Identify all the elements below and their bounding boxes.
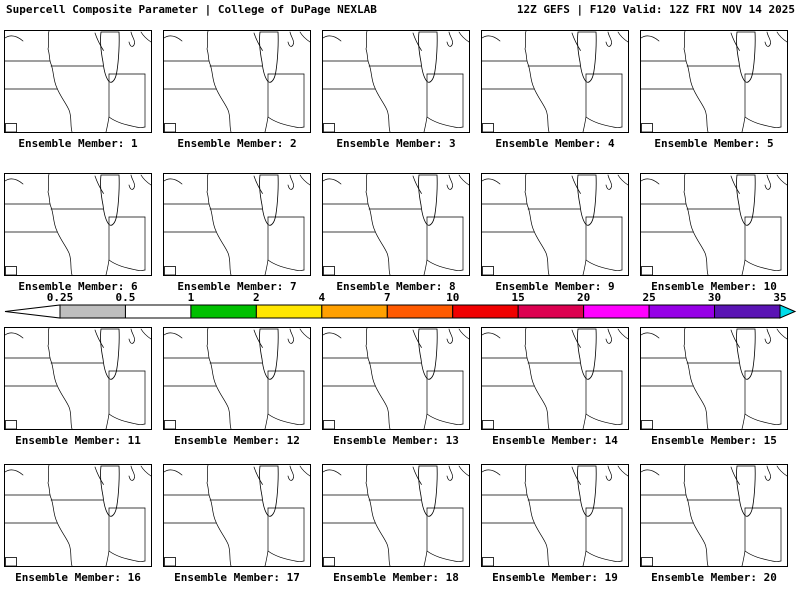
- ensemble-panel: Ensemble Member: 19: [481, 464, 629, 584]
- ensemble-panel: Ensemble Member: 13: [322, 327, 470, 447]
- ensemble-member-label: Ensemble Member: 20: [651, 571, 777, 584]
- forecast-map: [163, 173, 311, 276]
- panel-row-1: Ensemble Member: 1 Ensemble Member: 2 En…: [4, 30, 788, 150]
- colorbar-under-arrow: [4, 304, 61, 319]
- colorbar-segment: [190, 304, 257, 319]
- ensemble-member-label: Ensemble Member: 11: [15, 434, 141, 447]
- ensemble-panel: Ensemble Member: 7: [163, 173, 311, 293]
- ensemble-member-label: Ensemble Member: 9: [495, 280, 615, 293]
- ensemble-member-label: Ensemble Member: 8: [336, 280, 456, 293]
- ensemble-member-label: Ensemble Member: 3: [336, 137, 456, 150]
- ensemble-member-label: Ensemble Member: 5: [654, 137, 774, 150]
- ensemble-panel: Ensemble Member: 9: [481, 173, 629, 293]
- forecast-map: [322, 464, 470, 567]
- forecast-map: [163, 327, 311, 430]
- ensemble-panel: Ensemble Member: 12: [163, 327, 311, 447]
- colorbar-segment: [452, 304, 519, 319]
- ensemble-panel: Ensemble Member: 17: [163, 464, 311, 584]
- colorbar-tick-label: 1: [188, 291, 195, 304]
- forecast-map: [322, 173, 470, 276]
- ensemble-member-label: Ensemble Member: 14: [492, 434, 618, 447]
- ensemble-member-label: Ensemble Member: 15: [651, 434, 777, 447]
- colorbar-segment: [714, 304, 781, 319]
- colorbar-segment: [321, 304, 388, 319]
- ensemble-member-label: Ensemble Member: 19: [492, 571, 618, 584]
- ensemble-member-label: Ensemble Member: 13: [333, 434, 459, 447]
- ensemble-panel: Ensemble Member: 5: [640, 30, 788, 150]
- forecast-map: [640, 30, 788, 133]
- ensemble-member-label: Ensemble Member: 18: [333, 571, 459, 584]
- forecast-map: [481, 173, 629, 276]
- colorbar-segment: [255, 304, 323, 319]
- ensemble-panel: Ensemble Member: 15: [640, 327, 788, 447]
- colorbar-tick-label: 30: [708, 291, 721, 304]
- forecast-map: [4, 464, 152, 567]
- forecast-map: [640, 173, 788, 276]
- forecast-map: [322, 30, 470, 133]
- colorbar-tick-label: 35: [773, 291, 786, 304]
- ensemble-panel: Ensemble Member: 2: [163, 30, 311, 150]
- ensemble-member-label: Ensemble Member: 17: [174, 571, 300, 584]
- colorbar-segment: [386, 304, 454, 319]
- colorbar-tick-label: 7: [384, 291, 391, 304]
- ensemble-panel: Ensemble Member: 4: [481, 30, 629, 150]
- ensemble-panel: Ensemble Member: 8: [322, 173, 470, 293]
- forecast-map: [163, 464, 311, 567]
- colorbar-tick-label: 10: [446, 291, 459, 304]
- colorbar-tick-label: 25: [642, 291, 655, 304]
- ensemble-panel: Ensemble Member: 1: [4, 30, 152, 150]
- header: Supercell Composite Parameter | College …: [6, 3, 795, 16]
- panel-row-2: Ensemble Member: 6 Ensemble Member: 7 En…: [4, 173, 788, 293]
- colorbar-tick-label: 15: [512, 291, 525, 304]
- ensemble-member-label: Ensemble Member: 1: [18, 137, 138, 150]
- forecast-map: [481, 327, 629, 430]
- ensemble-panel: Ensemble Member: 14: [481, 327, 629, 447]
- ensemble-panel: Ensemble Member: 11: [4, 327, 152, 447]
- forecast-map: [481, 464, 629, 567]
- ensemble-panel: Ensemble Member: 10: [640, 173, 788, 293]
- colorbar-tick-label: 20: [577, 291, 590, 304]
- ensemble-panel: Ensemble Member: 3: [322, 30, 470, 150]
- panel-row-4: Ensemble Member: 16 Ensemble Member: 17 …: [4, 464, 788, 584]
- ensemble-panel: Ensemble Member: 16: [4, 464, 152, 584]
- colorbar-segment: [583, 304, 650, 319]
- ensemble-member-label: Ensemble Member: 6: [18, 280, 138, 293]
- colorbar-tick-label: 0.5: [116, 291, 136, 304]
- ensemble-panel: Ensemble Member: 6: [4, 173, 152, 293]
- colorbar-segment: [124, 304, 192, 319]
- forecast-map: [640, 327, 788, 430]
- ensemble-member-label: Ensemble Member: 4: [495, 137, 615, 150]
- panel-row-3: Ensemble Member: 11 Ensemble Member: 12 …: [4, 327, 788, 447]
- ensemble-member-label: Ensemble Member: 16: [15, 571, 141, 584]
- ensemble-panel: Ensemble Member: 20: [640, 464, 788, 584]
- ensemble-member-label: Ensemble Member: 7: [177, 280, 297, 293]
- colorbar-tick-label: 0.25: [47, 291, 74, 304]
- ensemble-member-label: Ensemble Member: 2: [177, 137, 297, 150]
- ensemble-member-label: Ensemble Member: 10: [651, 280, 777, 293]
- colorbar-scale: 0.25 0.5 1 2 4 7 10 15 20 25 30 35: [4, 291, 797, 319]
- colorbar-segment: [648, 304, 716, 319]
- forecast-map: [163, 30, 311, 133]
- product-title: Supercell Composite Parameter | College …: [6, 3, 377, 16]
- colorbar-tick-label: 2: [253, 291, 260, 304]
- colorbar-tick-label: 4: [319, 291, 326, 304]
- forecast-map: [640, 464, 788, 567]
- forecast-map: [4, 30, 152, 133]
- run-valid-time: 12Z GEFS | F120 Valid: 12Z FRI NOV 14 20…: [516, 3, 795, 16]
- ensemble-member-label: Ensemble Member: 12: [174, 434, 300, 447]
- forecast-map: [322, 327, 470, 430]
- ensemble-panel: Ensemble Member: 18: [322, 464, 470, 584]
- colorbar-segment: [59, 304, 126, 319]
- forecast-map: [481, 30, 629, 133]
- colorbar-over-arrow: [779, 304, 797, 319]
- forecast-map: [4, 173, 152, 276]
- forecast-map: [4, 327, 152, 430]
- colorbar-segment: [517, 304, 585, 319]
